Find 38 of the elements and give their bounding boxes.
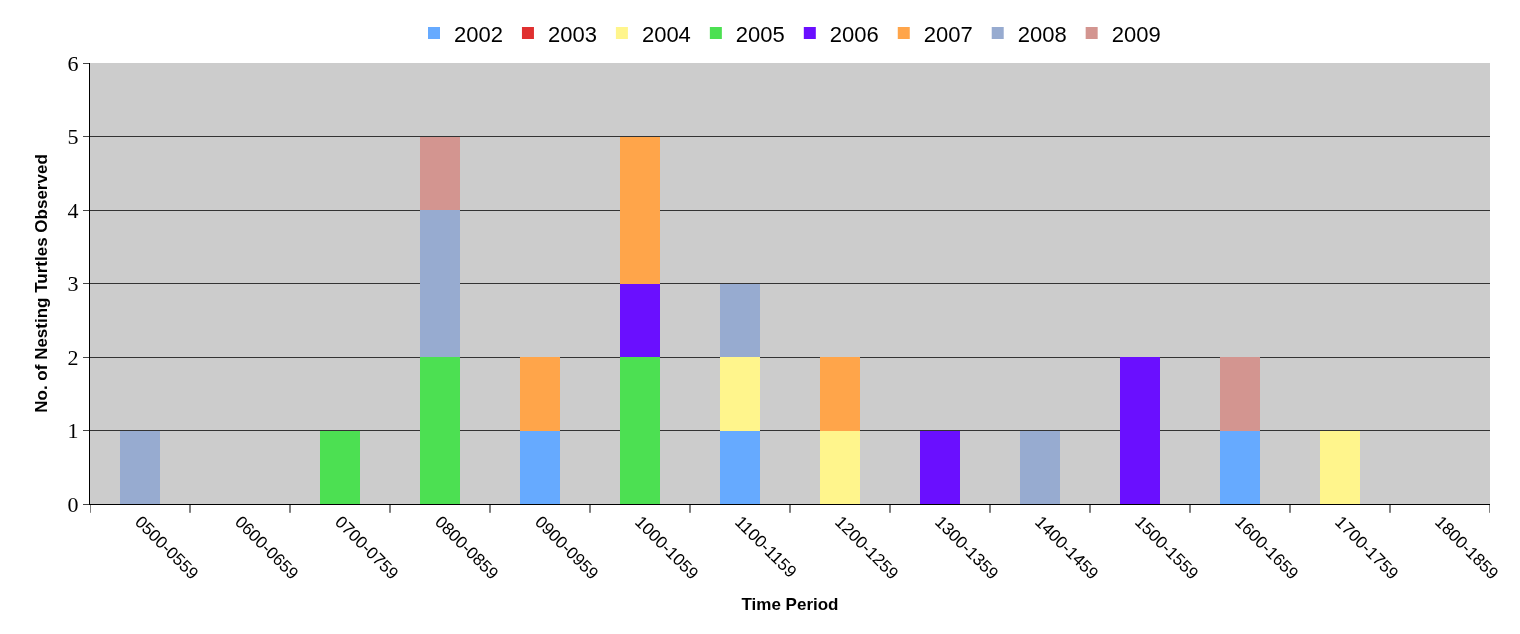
bar: [420, 210, 460, 357]
y-tick-label: 4: [67, 197, 79, 223]
bar: [1320, 430, 1360, 504]
legend-label: 2005: [735, 21, 785, 47]
bar: [320, 430, 360, 504]
bar: [1220, 357, 1260, 431]
bar: [720, 357, 760, 431]
y-tick-label: 5: [67, 124, 79, 150]
bar: [420, 136, 460, 210]
y-tick-label: 1: [67, 418, 79, 444]
legend-label: 2009: [1111, 21, 1161, 47]
legend-label: 2006: [829, 21, 879, 47]
y-tick-label: 2: [67, 344, 79, 370]
bar: [520, 430, 560, 504]
legend-label: 2004: [641, 21, 691, 47]
legend-label: 2007: [923, 21, 973, 47]
bar: [720, 283, 760, 357]
bar: [520, 357, 560, 431]
legend-label: 2002: [454, 21, 503, 47]
legend-label: 2008: [1017, 21, 1067, 47]
legend-label: 2003: [547, 21, 597, 47]
x-axis-title: Time Period: [741, 594, 839, 614]
bar: [420, 357, 460, 504]
y-tick-label: 0: [67, 491, 79, 517]
bar: [120, 430, 160, 504]
bar: [920, 430, 960, 504]
bar: [1020, 430, 1060, 504]
y-tick-label: 6: [67, 50, 79, 76]
bar: [620, 283, 660, 357]
y-tick-label: 3: [67, 271, 79, 297]
bar: [820, 430, 860, 504]
bar: [620, 136, 660, 284]
bar: [720, 430, 760, 504]
bar: [620, 357, 660, 504]
bar: [1120, 357, 1160, 504]
bar: [1220, 430, 1260, 504]
y-axis-title: No. of Nesting Turtles Observed: [32, 154, 52, 413]
bar: [820, 357, 860, 431]
